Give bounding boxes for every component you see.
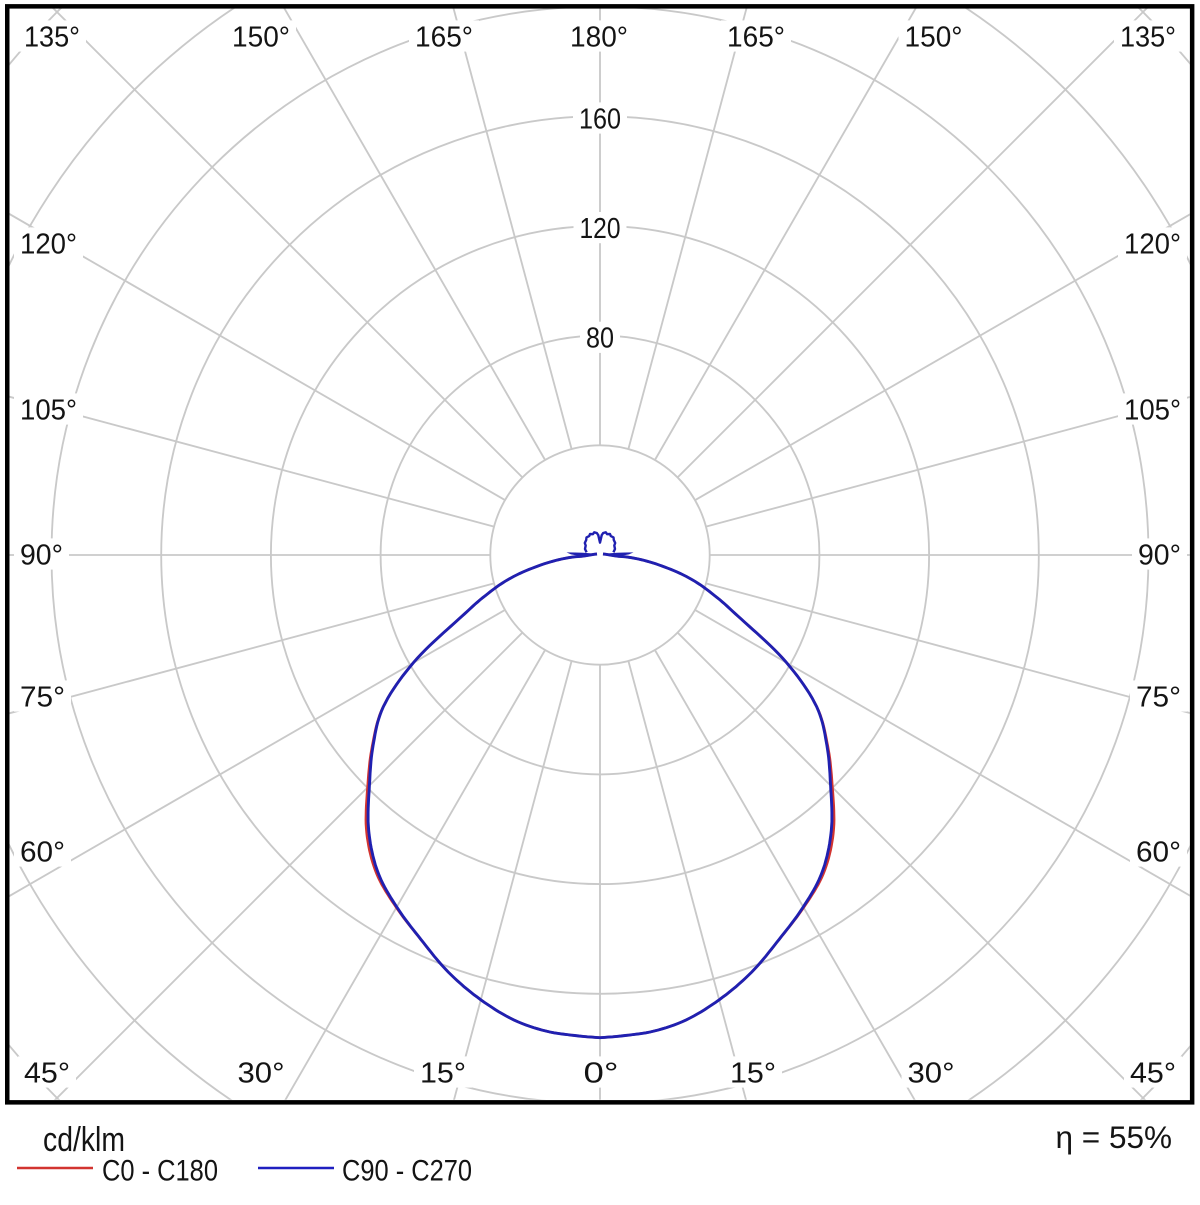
svg-text:45°: 45° (24, 1057, 70, 1089)
svg-text:120: 120 (580, 213, 621, 245)
svg-text:120°: 120° (20, 228, 77, 260)
svg-text:30°: 30° (238, 1057, 285, 1089)
svg-text:15°: 15° (420, 1057, 466, 1089)
svg-text:180°: 180° (570, 21, 628, 53)
svg-text:75°: 75° (1136, 681, 1181, 713)
svg-text:30°: 30° (908, 1057, 955, 1089)
svg-text:160: 160 (579, 103, 621, 135)
svg-text:90°: 90° (1138, 539, 1181, 571)
svg-text:cd/klm: cd/klm (43, 1121, 125, 1159)
svg-text:0°: 0° (584, 1057, 619, 1089)
svg-text:C90 - C270: C90 - C270 (342, 1155, 472, 1188)
svg-text:60°: 60° (20, 836, 65, 868)
svg-text:η = 55%: η = 55% (1056, 1119, 1172, 1155)
svg-text:120°: 120° (1124, 228, 1181, 260)
svg-text:15°: 15° (730, 1057, 776, 1089)
svg-text:45°: 45° (1130, 1057, 1176, 1089)
svg-text:165°: 165° (727, 21, 785, 53)
svg-text:C0 - C180: C0 - C180 (102, 1155, 218, 1188)
svg-text:80: 80 (586, 323, 614, 355)
svg-text:105°: 105° (1124, 394, 1181, 426)
svg-text:60°: 60° (1136, 836, 1181, 868)
svg-text:75°: 75° (20, 681, 65, 713)
svg-text:135°: 135° (24, 21, 80, 53)
svg-text:150°: 150° (232, 21, 290, 53)
svg-text:165°: 165° (415, 21, 473, 53)
svg-text:105°: 105° (20, 394, 77, 426)
svg-text:150°: 150° (905, 21, 963, 53)
svg-text:90°: 90° (20, 539, 63, 571)
svg-text:135°: 135° (1120, 21, 1176, 53)
